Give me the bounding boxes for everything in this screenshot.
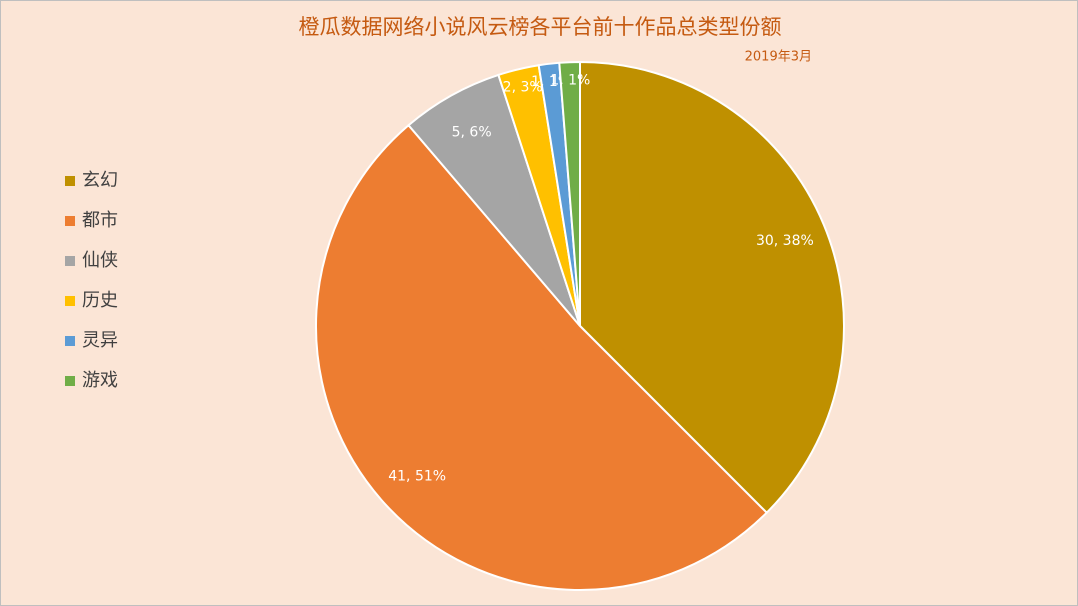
chart-title: 橙瓜数据网络小说风云榜各平台前十作品总类型份额 xyxy=(299,15,782,39)
legend-label: 仙侠 xyxy=(82,250,118,271)
legend-label: 都市 xyxy=(82,210,118,231)
legend-label: 历史 xyxy=(82,290,118,311)
data-label: 41, 51% xyxy=(388,469,446,485)
legend-swatch xyxy=(65,296,75,306)
legend-swatch xyxy=(65,176,75,186)
data-label: 2, 3% xyxy=(503,79,543,95)
data-label: 1, 1% xyxy=(550,73,590,89)
pie-slice xyxy=(558,60,581,327)
chart-subtitle: 2019年3月 xyxy=(745,50,812,65)
data-label: 5, 6% xyxy=(452,125,492,141)
pie-slice xyxy=(579,60,845,515)
legend-swatch xyxy=(65,376,75,386)
pie-slice xyxy=(314,123,769,591)
legend-label: 灵异 xyxy=(82,330,118,351)
legend-swatch xyxy=(65,256,75,266)
legend-label: 玄幻 xyxy=(82,170,118,191)
legend-label: 游戏 xyxy=(82,370,118,391)
legend-swatch xyxy=(65,336,75,346)
data-label: 30, 38% xyxy=(756,233,814,249)
legend-swatch xyxy=(65,216,75,226)
